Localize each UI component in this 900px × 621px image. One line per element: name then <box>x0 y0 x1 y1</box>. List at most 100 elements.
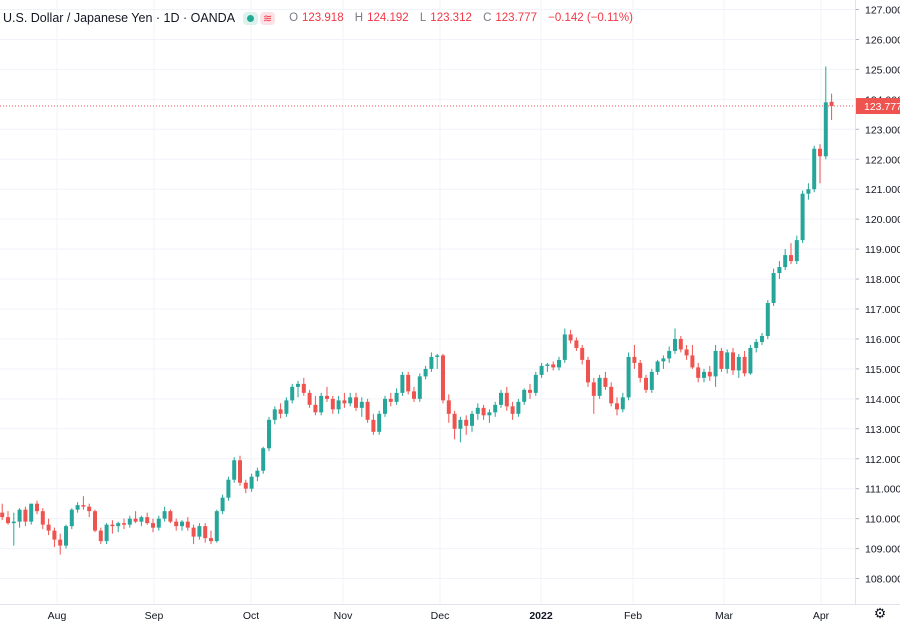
candle-body <box>162 511 167 519</box>
y-tick-label: 119.000 <box>865 244 900 256</box>
candle-body <box>412 391 416 399</box>
candle-body <box>278 409 283 414</box>
y-tick-label: 116.000 <box>865 334 900 346</box>
candle-body <box>533 374 538 393</box>
candle-body <box>748 347 753 374</box>
x-tick-label: Dec <box>431 610 450 621</box>
candle-body <box>551 364 556 368</box>
candle-body <box>481 407 486 416</box>
high-label: H <box>354 12 364 24</box>
candle-body <box>58 539 63 546</box>
candle-body <box>446 400 451 414</box>
candle-body <box>64 526 68 546</box>
compare-icon[interactable]: ≋ <box>260 11 276 25</box>
candle-body <box>87 506 92 512</box>
candle-body <box>812 148 817 190</box>
candle-body <box>29 503 34 522</box>
candle-body <box>6 517 10 524</box>
candle-body <box>243 482 248 489</box>
candle-body <box>615 403 619 410</box>
candle-body <box>591 382 596 396</box>
candle-body <box>307 392 312 405</box>
candle-body <box>0 512 5 518</box>
candle-body <box>545 364 550 366</box>
symbol-title[interactable]: U.S. Dollar / Japanese Yen · 1D · OANDA <box>3 11 236 25</box>
y-tick-label: 118.000 <box>865 274 900 286</box>
candle-body <box>510 406 515 414</box>
candle-body <box>371 419 376 432</box>
candle-body <box>267 419 271 449</box>
candle-body <box>174 521 179 527</box>
candle-body <box>504 392 509 407</box>
close-value: 123.777 <box>495 12 537 24</box>
candle-body <box>191 527 196 537</box>
y-tick-label: 123.000 <box>865 124 900 136</box>
candle-body <box>684 349 689 356</box>
candle-body <box>429 356 434 369</box>
candle-body <box>638 362 643 378</box>
y-tick-label: 110.000 <box>865 514 900 526</box>
time-axis[interactable]: Aug Sep Oct Nov Dec 2022 Feb Mar Apr <box>48 610 830 621</box>
candle-body <box>470 413 474 426</box>
candle-body <box>81 505 86 507</box>
legend-badges: ≋ <box>243 11 277 25</box>
candle-body <box>52 530 57 540</box>
x-tick-label: Apr <box>813 610 830 621</box>
candle-body <box>156 518 161 528</box>
candle-body <box>238 460 242 483</box>
y-tick-label: 127.000 <box>865 5 900 17</box>
candle-body <box>220 497 225 512</box>
candle-body <box>557 359 561 368</box>
close-label: C <box>483 12 492 24</box>
candles-series <box>0 66 834 555</box>
candle-body <box>435 355 440 357</box>
candle-body <box>423 368 428 377</box>
x-tick-label: 2022 <box>529 610 553 621</box>
y-tick-label: 125.000 <box>865 64 900 76</box>
candle-body <box>562 334 567 360</box>
candle-body <box>661 358 666 362</box>
last-price-badge <box>856 98 900 115</box>
candle-body <box>139 517 144 522</box>
candle-body <box>313 404 318 413</box>
candle-body <box>783 255 788 268</box>
candle-body <box>667 350 672 359</box>
candle-body <box>319 395 324 413</box>
candle-body <box>261 448 266 471</box>
candle-body <box>214 511 219 542</box>
candle-body <box>475 407 480 414</box>
price-axis-border <box>855 0 856 604</box>
gear-icon[interactable]: ⚙ <box>873 605 887 621</box>
candle-body <box>522 389 527 402</box>
candle-body <box>719 350 724 369</box>
candle-body <box>272 409 277 420</box>
y-tick-label: 111.000 <box>865 484 900 496</box>
candle-body <box>528 389 532 393</box>
candle-body <box>713 350 718 377</box>
candle-body <box>696 367 701 378</box>
candle-body <box>377 413 382 432</box>
live-dot-icon[interactable] <box>243 11 259 25</box>
candle-body <box>104 524 109 542</box>
x-tick-label: Nov <box>334 610 353 621</box>
candle-body <box>365 401 370 420</box>
last-price-label: 123.777 <box>864 101 900 113</box>
candle-body <box>829 101 834 107</box>
low-value: 123.312 <box>430 12 472 24</box>
y-tick-label: 120.000 <box>865 214 900 226</box>
x-tick-label: Sep <box>145 610 164 621</box>
price-axis[interactable]: 108.000 109.000 110.000 111.000 112.000 113.0… <box>855 5 900 586</box>
candle-body <box>452 413 457 429</box>
candle-body <box>354 397 358 408</box>
candle-body <box>690 355 695 368</box>
candle-body <box>754 341 759 348</box>
change-value: −0.142 (−0.11%) <box>548 12 633 24</box>
candle-body <box>383 398 387 414</box>
candle-body <box>122 523 126 525</box>
candle-body <box>771 273 776 304</box>
candle-body <box>232 460 237 480</box>
candle-body <box>359 401 364 408</box>
candle-body <box>23 509 28 522</box>
candle-body <box>93 511 97 531</box>
